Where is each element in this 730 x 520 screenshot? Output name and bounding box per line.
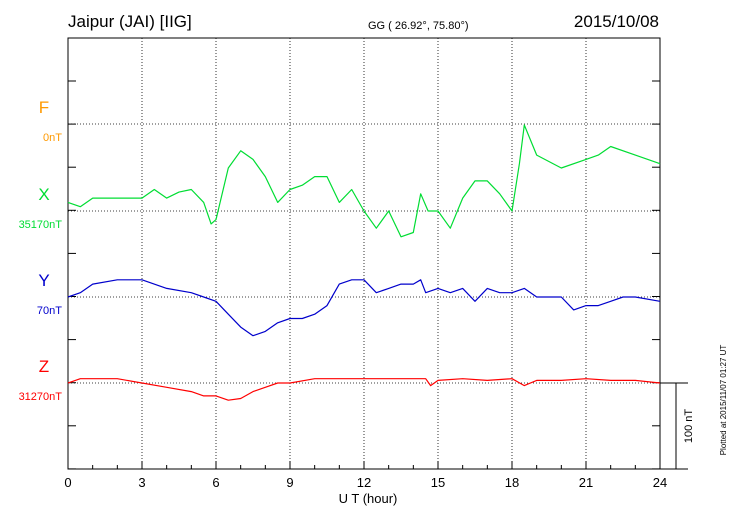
series-labels: F 0nT X 35170nT Y 70nT Z 31270nT: [19, 98, 63, 403]
series-baseline-z: 31270nT: [19, 391, 63, 403]
series-name-f: F: [39, 98, 49, 117]
x-tick-label: 15: [431, 475, 445, 490]
x-tick-label: 12: [357, 475, 371, 490]
station-title: Jaipur (JAI) [IIG]: [68, 12, 192, 31]
x-tick-label: 18: [505, 475, 519, 490]
plotted-timestamp: Plotted at 2015/11/07 01:27 UT: [719, 345, 728, 456]
series-line-z: [67, 378, 661, 401]
grid-lines: [68, 38, 660, 469]
station-coordinates: GG ( 26.92°, 75.80°): [368, 20, 469, 32]
x-tick-label: 0: [64, 475, 71, 490]
series-name-x: X: [38, 185, 49, 204]
x-tick-label: 9: [286, 475, 293, 490]
x-tick-label: 24: [653, 475, 667, 490]
series-line-y: [67, 279, 661, 337]
series-name-z: Z: [39, 357, 49, 376]
series-lines: [67, 124, 661, 401]
x-tick-label: 6: [212, 475, 219, 490]
series-name-y: Y: [38, 271, 49, 290]
plot-date: 2015/10/08: [574, 12, 659, 31]
series-baseline-x: 35170nT: [19, 219, 63, 231]
x-axis-label: U T (hour): [339, 491, 398, 506]
x-axis-ticks: [67, 461, 661, 469]
scale-bar-label: 100 nT: [683, 409, 695, 444]
series-baseline-y: 70nT: [37, 305, 62, 317]
x-axis-tick-labels: 0 3 6 9 12 15 18 21 24: [64, 475, 667, 490]
x-tick-label: 21: [579, 475, 593, 490]
x-tick-label: 3: [138, 475, 145, 490]
series-baseline-f: 0nT: [43, 132, 62, 144]
series-line-x: [67, 124, 661, 238]
